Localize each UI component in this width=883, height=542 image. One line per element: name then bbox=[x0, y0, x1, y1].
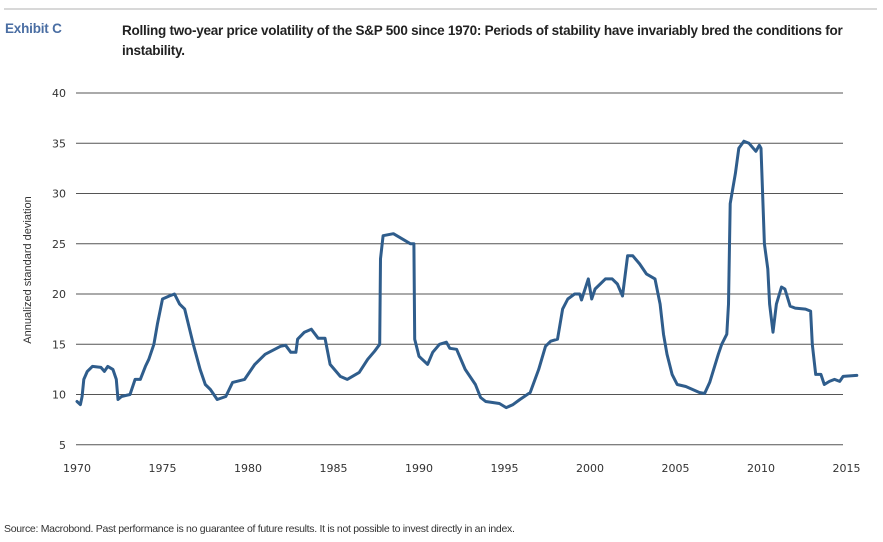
y-tick-label: 10 bbox=[52, 389, 66, 402]
y-axis-label: Annualized standard deviation bbox=[22, 196, 34, 343]
source-note: Source: Macrobond. Past performance is n… bbox=[4, 523, 515, 535]
x-axis-ticks: 1970 1975 1980 1985 1990 1995 2000 2005 2010 2015 bbox=[63, 462, 861, 475]
x-tick-label: 1990 bbox=[405, 462, 433, 475]
chart-title: Rolling two-year price volatility of the… bbox=[122, 23, 843, 58]
x-tick-label: 2000 bbox=[576, 462, 604, 475]
x-tick-label: 2005 bbox=[662, 462, 690, 475]
series-group bbox=[75, 139, 859, 410]
x-tick-label: 2010 bbox=[747, 462, 775, 475]
y-tick-label: 20 bbox=[52, 288, 66, 301]
x-tick-label: 2015 bbox=[833, 462, 861, 475]
y-axis-ticks: 5 10 15 20 25 30 35 40 bbox=[52, 87, 66, 452]
y-tick-label: 15 bbox=[52, 338, 66, 351]
series-line-volatility bbox=[75, 139, 859, 410]
exhibit-label: Exhibit C bbox=[5, 21, 62, 36]
y-tick-label: 35 bbox=[52, 137, 66, 150]
x-tick-label: 1980 bbox=[234, 462, 262, 475]
x-tick-label: 1995 bbox=[491, 462, 519, 475]
gridlines bbox=[76, 92, 843, 446]
y-tick-label: 25 bbox=[52, 238, 66, 251]
x-tick-label: 1970 bbox=[63, 462, 91, 475]
y-tick-label: 30 bbox=[52, 188, 66, 201]
x-tick-label: 1985 bbox=[320, 462, 348, 475]
line-chart: 5 10 15 20 25 30 35 40 1970 1975 1980 1985 1990 1995… bbox=[22, 87, 861, 475]
x-tick-label: 1975 bbox=[149, 462, 177, 475]
y-tick-label: 40 bbox=[52, 87, 66, 100]
y-tick-label: 5 bbox=[59, 439, 66, 452]
top-rule bbox=[4, 8, 877, 10]
